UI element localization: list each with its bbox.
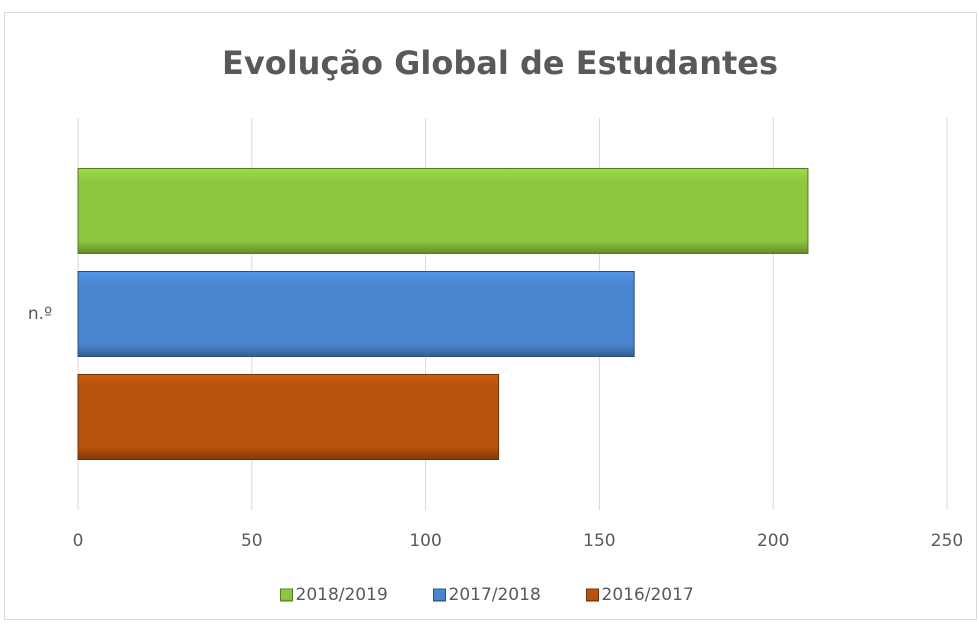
legend-swatch (586, 588, 599, 602)
bar (77, 168, 809, 254)
legend-label: 2018/2019 (296, 585, 388, 605)
chart-title: Evolução Global de Estudantes (222, 44, 778, 82)
y-tick-label: n.º (28, 304, 52, 324)
legend-label: 2017/2018 (449, 585, 541, 605)
x-tick-label: 0 (73, 531, 84, 551)
x-tick-label: 150 (583, 531, 615, 551)
x-tick-label: 200 (757, 531, 789, 551)
legend-label: 2016/2017 (602, 585, 694, 605)
bar (77, 374, 500, 460)
legend-swatch (280, 588, 293, 602)
legend-swatch (433, 588, 446, 602)
x-tick-label: 50 (241, 531, 263, 551)
x-tick-label: 250 (931, 531, 963, 551)
x-tick-label: 100 (409, 531, 441, 551)
bar (77, 271, 635, 357)
